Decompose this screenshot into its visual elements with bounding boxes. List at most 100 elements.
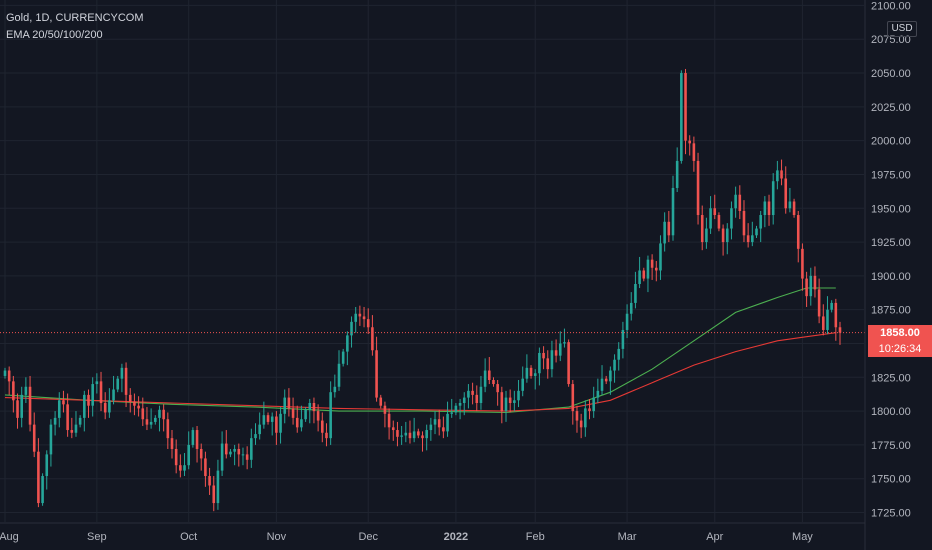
price-tick-label: 2100.00 [871,0,911,12]
price-tick-label: 1725.00 [871,508,911,520]
candle-body [78,417,82,425]
candle-body [650,259,654,268]
candle-body [809,275,813,297]
candle-body [442,427,445,432]
candle-body [145,419,149,425]
candle-body [250,438,253,460]
candle-body [32,424,36,452]
candle-body [508,397,512,403]
currency-badge[interactable]: USD [887,21,917,37]
candle-body [513,400,516,403]
candle-body [655,267,658,271]
candle-body [41,476,44,504]
price-axis[interactable]: 1725.001750.001775.001800.001825.001850.… [864,0,911,550]
candle-body [684,73,687,141]
candle-body [429,424,433,431]
candle-body [341,351,345,364]
candle-body [387,413,391,428]
candle-body [696,160,700,216]
candle-body [312,402,316,412]
candle-body [546,358,550,370]
candle-body [28,386,32,425]
candle-body [830,302,833,310]
candle-body [391,427,395,431]
candle-body [12,381,15,401]
candle-body [671,187,675,236]
price-tick-label: 2025.00 [871,102,911,114]
candle-body [721,228,725,243]
candle-body [337,363,341,387]
candle-body [87,394,90,406]
time-tick-label: Mar [618,531,637,543]
candle-body [45,454,49,477]
candle-body [629,302,633,314]
candle-body [592,397,595,412]
candle-body [396,430,399,437]
candle-body [680,73,683,161]
candle-body [584,408,587,428]
candle-body [638,270,641,284]
candle-body [275,416,278,433]
candle-body [767,201,771,216]
candle-body [70,430,74,433]
candle-body [838,327,842,333]
candle-body [617,348,621,360]
price-tick-label: 1825.00 [871,372,911,384]
candle-body [458,402,462,406]
candle-body [517,390,520,401]
candle-body [709,208,712,229]
candle-body [788,201,792,209]
candle-body [563,342,566,344]
candle-body [575,411,579,421]
candle-body [149,421,153,425]
candle-body [74,424,78,433]
candle-body [450,412,454,414]
candle-body [133,401,136,406]
indicator-label[interactable]: EMA 20/50/100/200 [6,29,103,41]
candle-body [7,370,11,382]
candle-body [346,335,349,352]
candle-body [300,419,303,428]
candle-body [822,316,825,330]
price-tick-label: 2000.00 [871,136,911,148]
last-price-value: 1858.00 [880,326,920,339]
candle-body [224,443,228,455]
candle-body [66,404,69,431]
candle-body [108,400,111,413]
candle-body [730,208,733,229]
symbol-label[interactable]: Gold, 1D, CURRENCYCOM [6,12,144,24]
candle-body [3,370,7,376]
candle-body [705,228,708,243]
candle-body [525,367,529,379]
candle-body [316,411,320,421]
candle-body [128,394,132,402]
candle-body [801,248,804,279]
candle-body [554,350,558,356]
candle-body [604,378,608,382]
candle-body [467,390,470,398]
candle-body [826,309,829,330]
candle-body [784,178,788,209]
bar-countdown: 10:26:34 [878,342,922,355]
last-price-tag: 1858.00 10:26:34 [868,324,932,357]
candle-body [137,405,140,409]
candle-body [521,378,524,391]
ema-line [4,332,836,412]
candle-body [571,384,575,412]
candle-body [354,313,357,322]
candle-body [53,417,57,425]
candle-body [763,201,767,216]
candle-body [738,194,742,211]
candle-body [103,402,107,413]
candle-body [95,381,99,385]
candle-body [233,448,236,452]
ema-line [4,287,836,414]
candle-body [237,448,241,455]
candle-body [792,201,796,216]
time-axis[interactable]: Aug Sep Oct Nov Dec 2022 Feb Mar Apr May [0,522,865,543]
candle-body [609,370,612,382]
candle-body [751,235,754,243]
time-tick-label: Nov [267,531,287,543]
candle-body [283,397,287,414]
